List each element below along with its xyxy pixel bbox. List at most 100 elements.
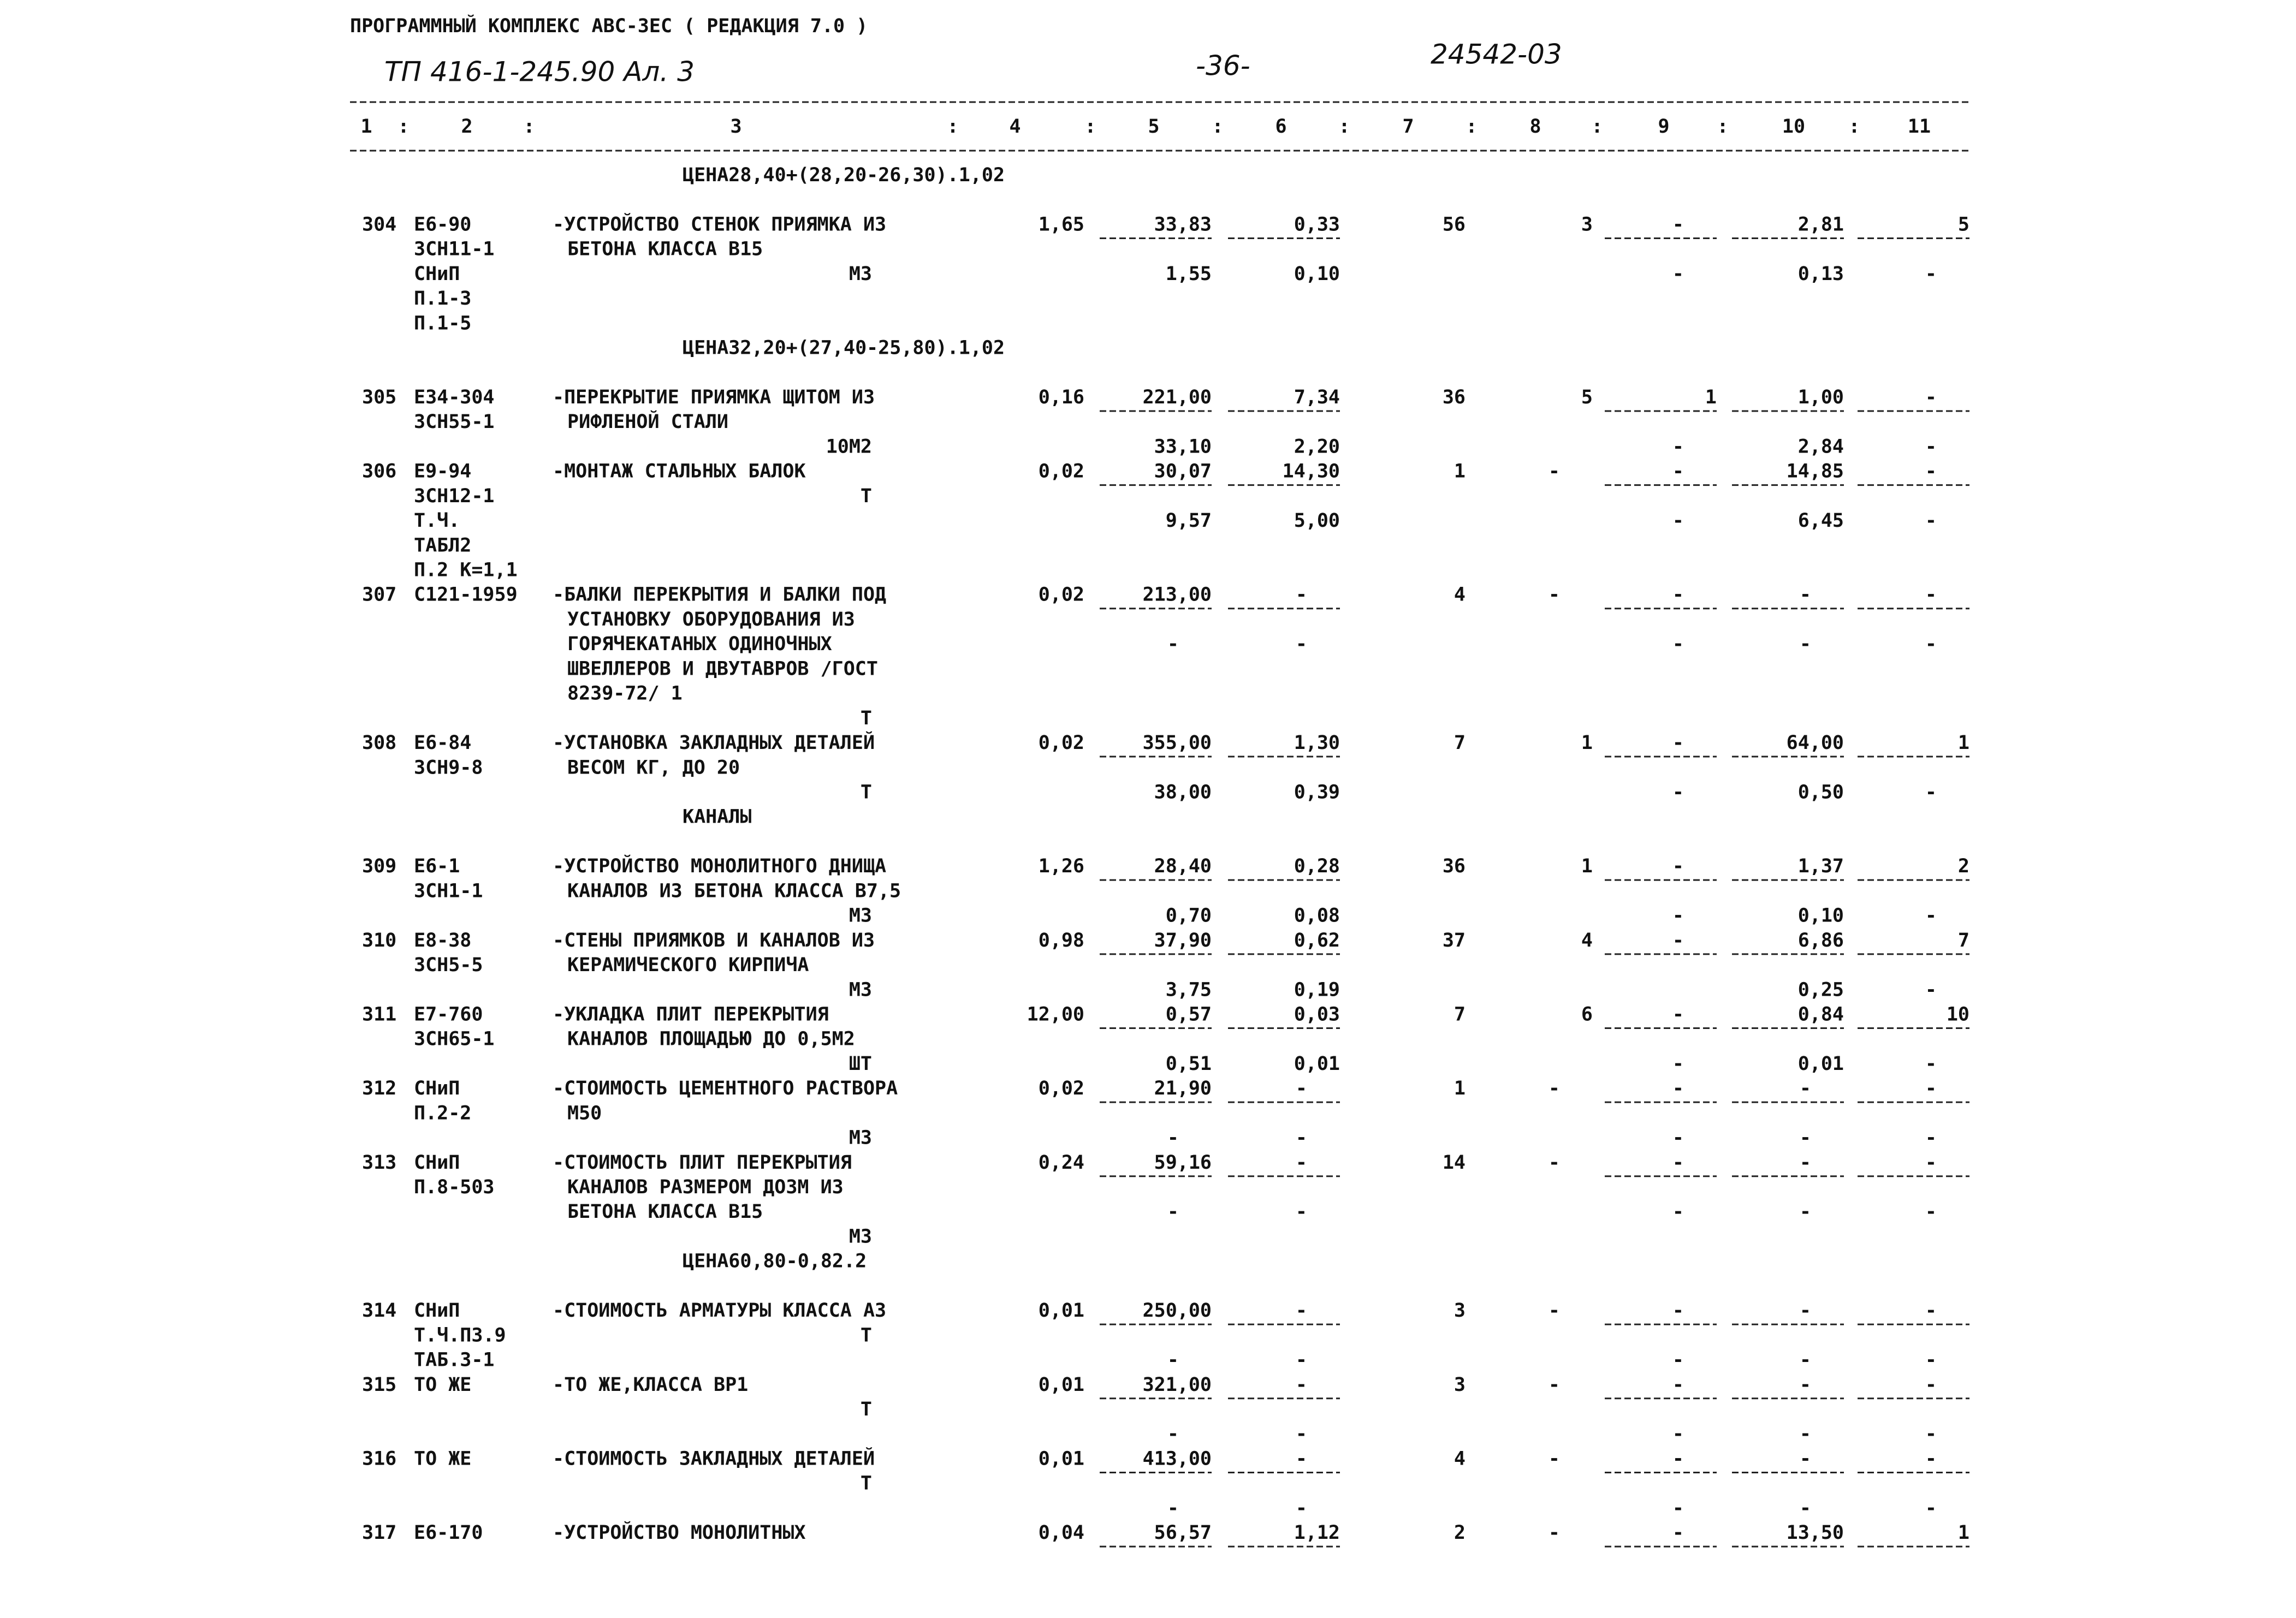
value-cell: 0,10: [1798, 905, 1844, 927]
value-cell: -: [1672, 1522, 1684, 1544]
value-cell: -: [1925, 1497, 1937, 1519]
value-cell: -: [1925, 782, 1937, 804]
value-cell: -: [1925, 584, 1937, 606]
unit: ШТ: [849, 1053, 872, 1075]
norm-code: Е34-304: [414, 386, 495, 408]
work-description: -СТОИМОСТЬ АРМАТУРЫ КЛАССА А3: [553, 1300, 886, 1322]
norm-code: ЗСН9-8: [414, 757, 483, 778]
price-note: ЦЕНА32,20+(27,40-25,80).1,02: [683, 337, 1005, 359]
norm-code: ЗСН55-1: [414, 411, 495, 433]
value-cell: -: [1672, 213, 1684, 235]
description-continued: КАНАЛОВ ПЛОЩАДЬЮ ДО 0,5М2: [567, 1028, 855, 1050]
value-cell: 36: [1443, 386, 1466, 408]
value-cell: -: [1549, 1078, 1560, 1099]
norm-code: ЗСН12-1: [414, 485, 495, 507]
item-number: 315: [362, 1374, 396, 1396]
value-cell: -: [1672, 1374, 1684, 1396]
column-label: 9: [1658, 116, 1669, 138]
value-cell: 14,85: [1787, 461, 1844, 483]
value-cell: 0,57: [1166, 1003, 1212, 1025]
value-cell: -: [1672, 436, 1684, 457]
work-description: -ТО ЖЕ,КЛАССА ВР1: [553, 1374, 748, 1396]
value-cell: 3: [1454, 1374, 1466, 1396]
value-cell: 1,55: [1166, 263, 1212, 285]
description-continued: ШВЕЛЛЕРОВ И ДВУТАВРОВ /ГОСТ: [567, 658, 878, 680]
value-cell: -: [1549, 461, 1560, 483]
unit: М3: [849, 905, 872, 927]
column-label: 8: [1529, 116, 1541, 138]
value-cell: -: [1925, 1152, 1937, 1174]
value-cell: 0,16: [1039, 386, 1084, 408]
column-separator: :: [1338, 116, 1350, 138]
value-cell: 213,00: [1143, 584, 1212, 606]
norm-code: ТО ЖЕ: [414, 1448, 471, 1470]
value-cell: 0,01: [1039, 1448, 1084, 1470]
value-cell: 3: [1581, 213, 1593, 235]
description-continued: М50: [567, 1102, 602, 1124]
value-cell: 0,84: [1798, 1003, 1844, 1025]
value-cell: -: [1167, 1497, 1179, 1519]
norm-code: Е7-760: [414, 1003, 483, 1025]
value-cell: -: [1925, 1053, 1937, 1075]
description-continued: КАНАЛОВ РАЗМЕРОМ ДОЗМ ИЗ: [567, 1176, 844, 1198]
value-cell: -: [1800, 1423, 1811, 1445]
value-cell: 7: [1958, 930, 1969, 951]
value-cell: -: [1296, 1374, 1307, 1396]
value-cell: -: [1296, 1300, 1307, 1322]
value-cell: -: [1549, 1152, 1560, 1174]
value-cell: 0,08: [1294, 905, 1340, 927]
norm-code: П.2-2: [414, 1102, 471, 1124]
unit: Т: [861, 707, 872, 729]
description-continued: КАНАЛОВ ИЗ БЕТОНА КЛАССА В7,5: [567, 880, 901, 902]
item-number: 304: [362, 213, 396, 235]
value-cell: 0,01: [1798, 1053, 1844, 1075]
item-number: 314: [362, 1300, 396, 1322]
norm-code: П.1-5: [414, 312, 471, 334]
value-cell: -: [1925, 461, 1937, 483]
norm-code: П.1-3: [414, 288, 471, 310]
value-cell: 2,20: [1294, 436, 1340, 457]
value-cell: 1,30: [1294, 732, 1340, 754]
value-cell: -: [1672, 633, 1684, 655]
item-number: 311: [362, 1003, 396, 1025]
value-cell: -: [1296, 1201, 1307, 1223]
value-cell: 1,00: [1798, 386, 1844, 408]
unit: Т: [861, 782, 872, 804]
value-cell: -: [1672, 1448, 1684, 1470]
description-continued: КЕРАМИЧЕСКОГО КИРПИЧА: [567, 954, 809, 976]
norm-code: ЗСН5-5: [414, 954, 483, 976]
value-cell: -: [1925, 510, 1937, 532]
column-label: 10: [1782, 116, 1805, 138]
unit: М3: [849, 263, 872, 285]
unit: Т: [861, 1399, 872, 1420]
value-cell: -: [1549, 1374, 1560, 1396]
column-separator: :: [1212, 116, 1223, 138]
value-cell: 38,00: [1154, 782, 1212, 804]
value-cell: 0,01: [1039, 1374, 1084, 1396]
value-cell: 6,45: [1798, 510, 1844, 532]
norm-code: ЗСН1-1: [414, 880, 483, 902]
value-cell: 0,03: [1294, 1003, 1340, 1025]
value-cell: 7: [1454, 732, 1466, 754]
unit: М3: [849, 1226, 872, 1247]
value-cell: -: [1925, 1448, 1937, 1470]
value-cell: -: [1296, 1448, 1307, 1470]
column-label: 11: [1908, 116, 1931, 138]
norm-code: СНиП: [414, 263, 460, 285]
value-cell: -: [1800, 633, 1811, 655]
value-cell: -: [1925, 1349, 1937, 1371]
value-cell: 5,00: [1294, 510, 1340, 532]
work-description: -МОНТАЖ СТАЛЬНЫХ БАЛОК: [553, 461, 806, 483]
value-cell: 0,39: [1294, 782, 1340, 804]
work-description: -ПЕРЕКРЫТИЕ ПРИЯМКА ЩИТОМ ИЗ: [553, 386, 875, 408]
value-cell: 2: [1454, 1522, 1466, 1544]
norm-code: ТАБЛ2: [414, 534, 471, 556]
program-header: ПРОГРАММНЫЙ КОМПЛЕКС АВС-ЗЕС ( РЕДАКЦИЯ …: [350, 14, 868, 37]
value-cell: 0,98: [1039, 930, 1084, 951]
value-cell: -: [1800, 1448, 1811, 1470]
norm-code: Т.Ч.П3.9: [414, 1324, 506, 1346]
value-cell: -: [1296, 1497, 1307, 1519]
column-separator: :: [1717, 116, 1728, 138]
norm-code: ЗСН11-1: [414, 239, 495, 260]
column-label: 2: [461, 116, 472, 138]
